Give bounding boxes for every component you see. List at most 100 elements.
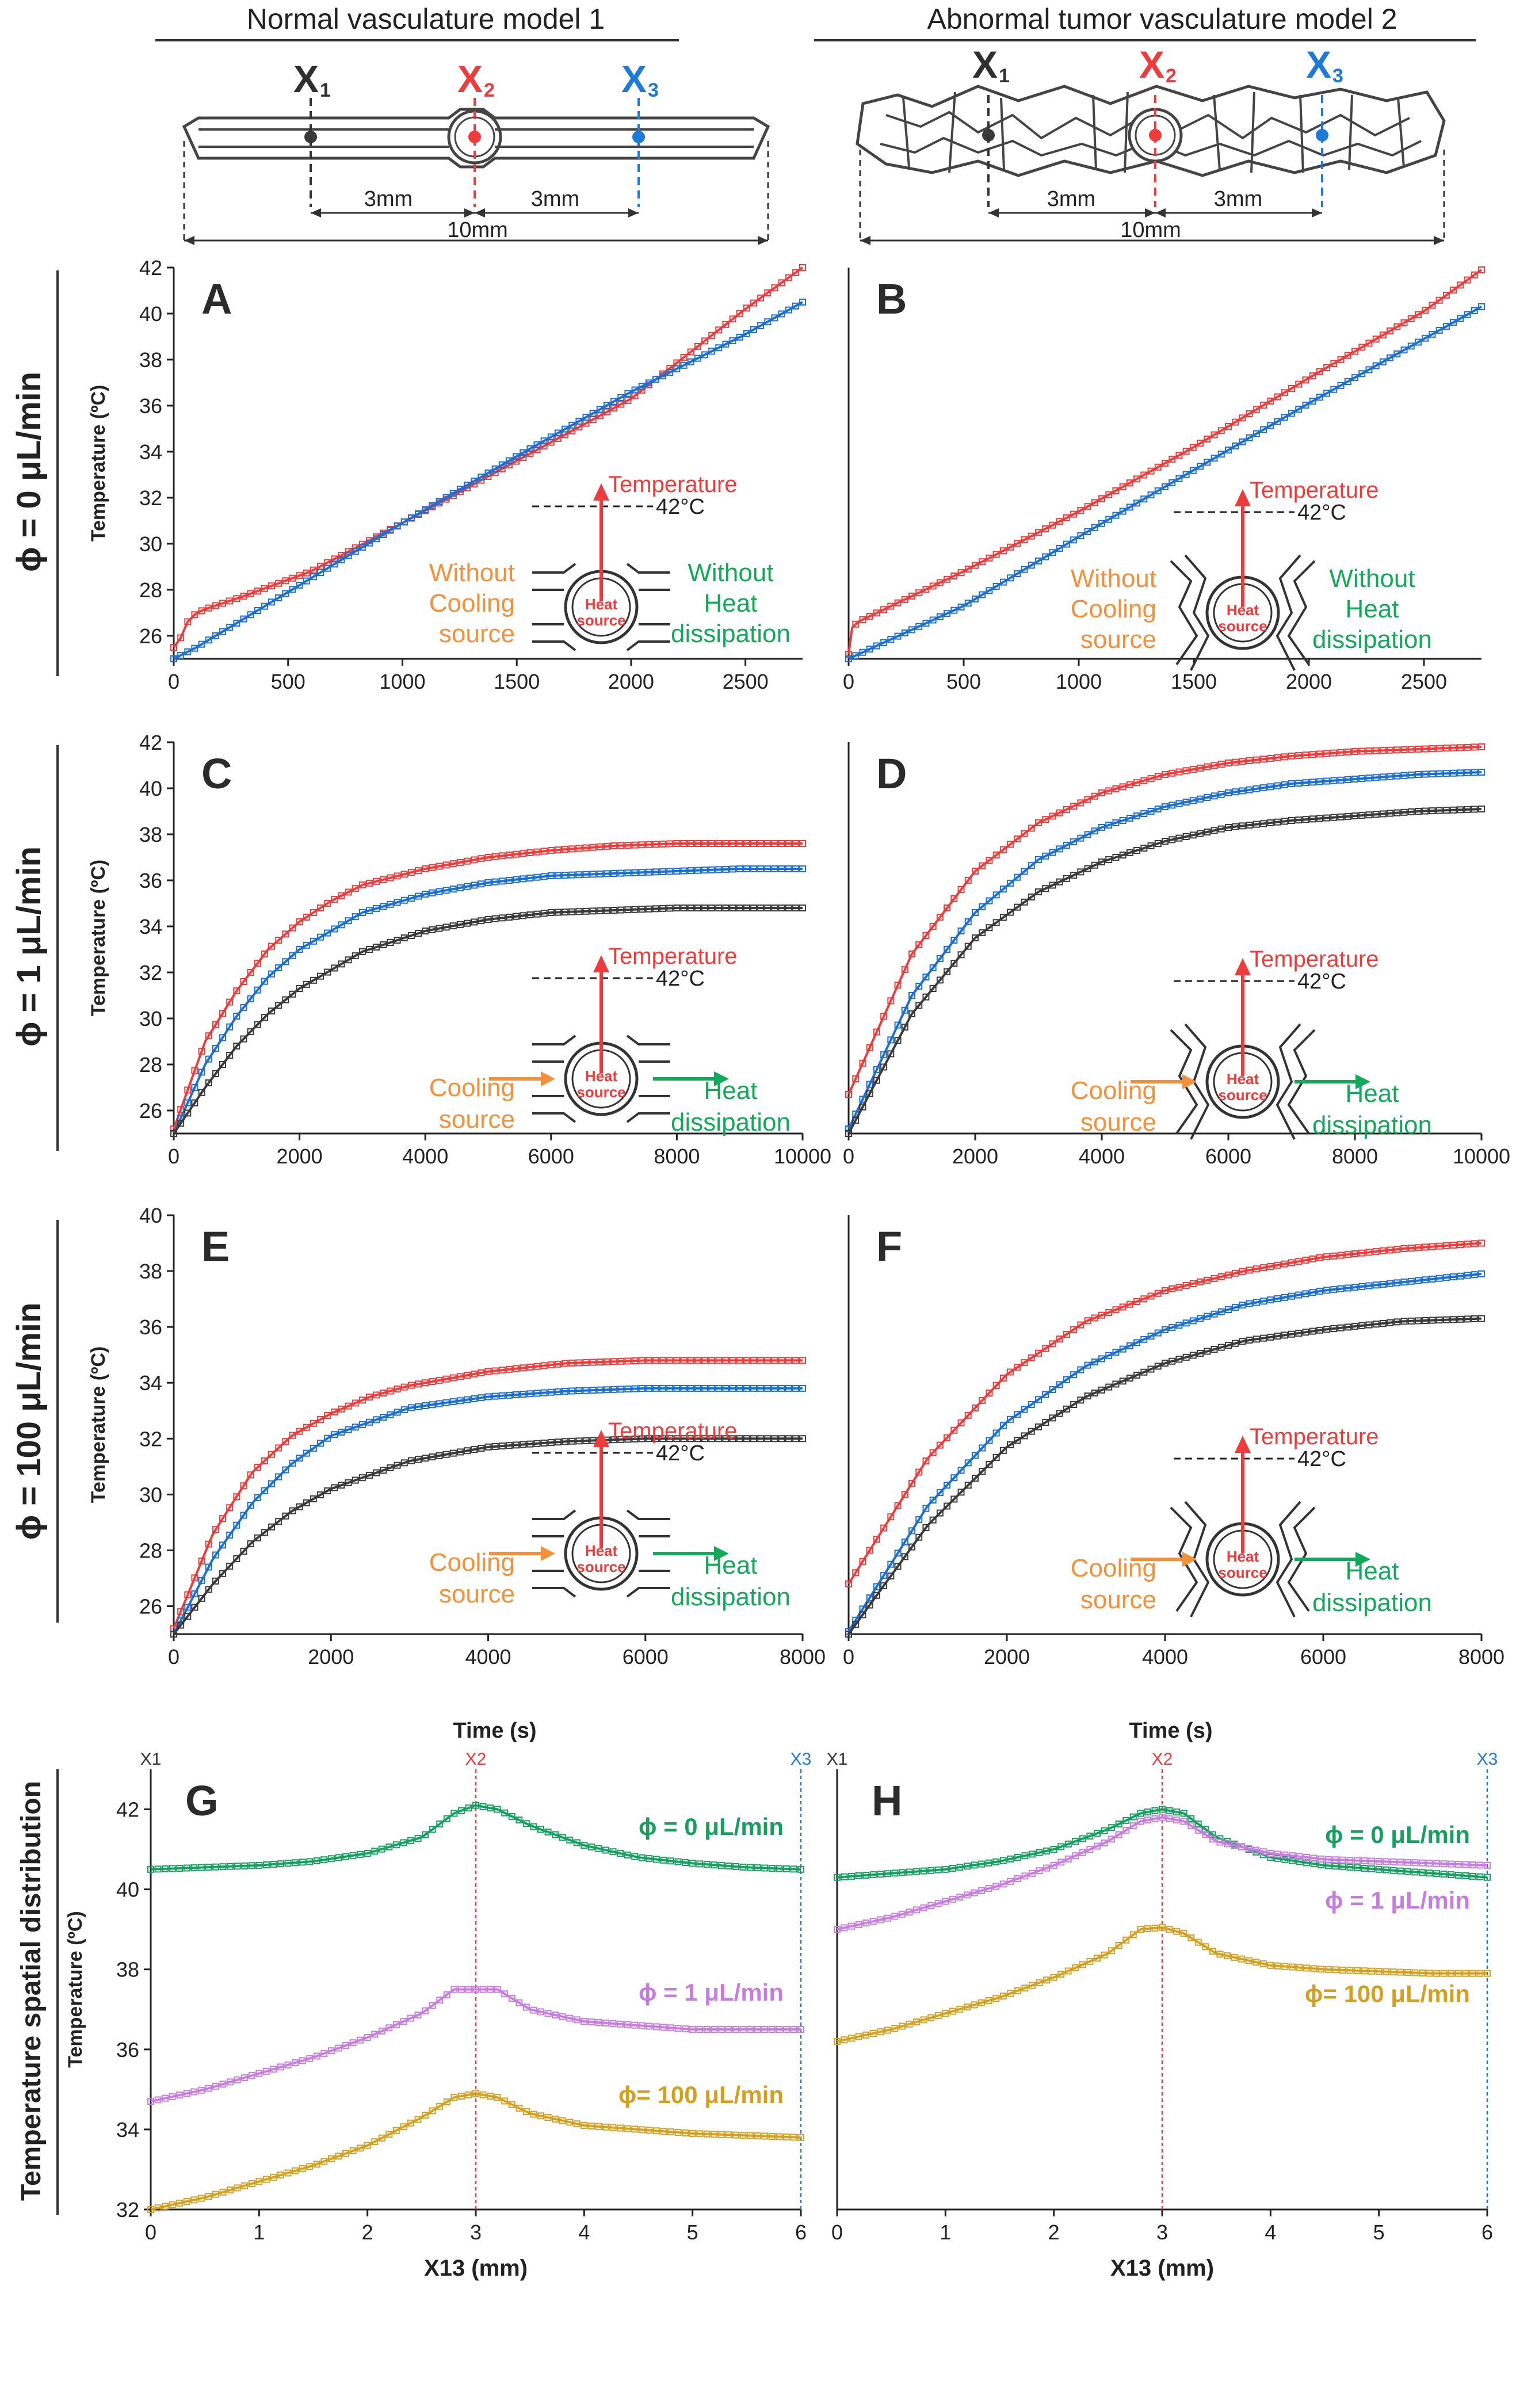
data-point [198,1089,205,1096]
data-point [1175,452,1183,459]
x-tick-label: 10000 [774,1144,831,1168]
data-point [394,522,401,530]
point-x2 [468,131,481,143]
data-point [1202,1831,1209,1838]
data-point [268,970,276,978]
data-point [1119,507,1127,515]
dissipation-arrowhead [714,1546,729,1561]
data-point [289,586,296,593]
series-line [837,1926,1487,2043]
data-point [722,341,730,348]
data-point [1042,816,1049,823]
data-point [1070,1401,1078,1409]
data-point [922,932,930,939]
data-point [184,648,192,655]
data-point [303,914,310,921]
data-point [240,615,247,623]
data-point [972,868,979,875]
series-line [173,1359,803,1629]
data-point [1471,271,1478,278]
data-point [1098,520,1105,527]
data-point [296,946,303,953]
x-tick-label: 1500 [1171,670,1217,693]
heat-dissipation-label: Heat [704,589,758,617]
data-point [979,1396,986,1404]
data-point [515,1999,523,2006]
source-label: source [1080,625,1156,654]
data-point [866,1547,873,1554]
y-tick-label: 40 [139,302,162,326]
data-point [282,1438,289,1445]
data-point [1021,898,1028,906]
without-label: Without [429,559,515,587]
data-point [310,566,317,574]
data-point [922,1505,930,1512]
data-point [331,560,338,568]
data-point [1442,323,1450,330]
data-point [1358,370,1366,377]
data-point [303,980,310,988]
data-point [296,1455,303,1462]
setpoint-label: 42°C [656,967,705,991]
data-point [1098,1355,1105,1363]
temperature-label: Temperature [608,472,738,497]
data-point [247,995,254,1002]
vessel-lines [532,1509,670,1598]
panel-F: 0 2000 4000 6000 8000 F [843,1215,1504,1669]
data-point [1450,287,1457,294]
data-point [1435,327,1443,334]
data-point [226,1531,234,1539]
data-point [429,2002,436,2009]
x-tick-label: 6000 [1205,1144,1251,1168]
data-point [407,2014,414,2022]
y-tick-label: 36 [116,2038,139,2062]
data-point [908,626,915,634]
data-point [338,552,345,559]
data-point [887,1560,895,1568]
data-point [799,299,806,306]
inset-E: 42°CHeatsourceTemperatureCoolingsourceHe… [429,1418,791,1611]
data-point [845,1130,852,1137]
data-point [443,1815,450,1822]
data-point [1042,1391,1049,1398]
series-black [170,1435,806,1638]
data-point [687,348,694,356]
data-point [901,1006,908,1014]
data-point [1281,389,1288,396]
data-point [1316,368,1323,376]
data-point [1239,438,1246,446]
data-point [422,1831,429,1838]
data-point [1302,376,1309,384]
data-point [219,628,227,635]
plots: 0 500 1000 1500 2000 2500262830323436384042Te… [64,256,1510,2281]
data-point [317,1491,324,1498]
data-point [936,914,944,921]
data-point [1042,852,1049,860]
data-point [1070,1326,1078,1333]
data-point [936,1509,944,1517]
data-point [310,1419,317,1427]
data-point [212,1070,219,1077]
data-point [957,604,965,611]
schematic-normal [182,98,770,245]
data-point [1202,1943,1209,1951]
data-point [1084,503,1091,510]
panel-letter: A [201,275,232,323]
data-point [520,454,527,461]
data-point [268,1523,276,1531]
data-point [1429,302,1436,309]
data-point [764,318,772,326]
data-point [610,398,618,405]
data-point [400,2018,407,2025]
data-point [673,365,681,372]
data-point [261,951,268,957]
series-red [845,743,1485,1098]
y-tick-label: 34 [139,1371,162,1395]
data-point [191,1590,198,1598]
data-point [1028,825,1035,832]
label-x3-right-sub: 3 [1332,65,1343,87]
data-point [1122,1826,1130,1834]
data-point [505,457,513,464]
data-point [464,482,471,489]
data-point [414,2012,422,2019]
